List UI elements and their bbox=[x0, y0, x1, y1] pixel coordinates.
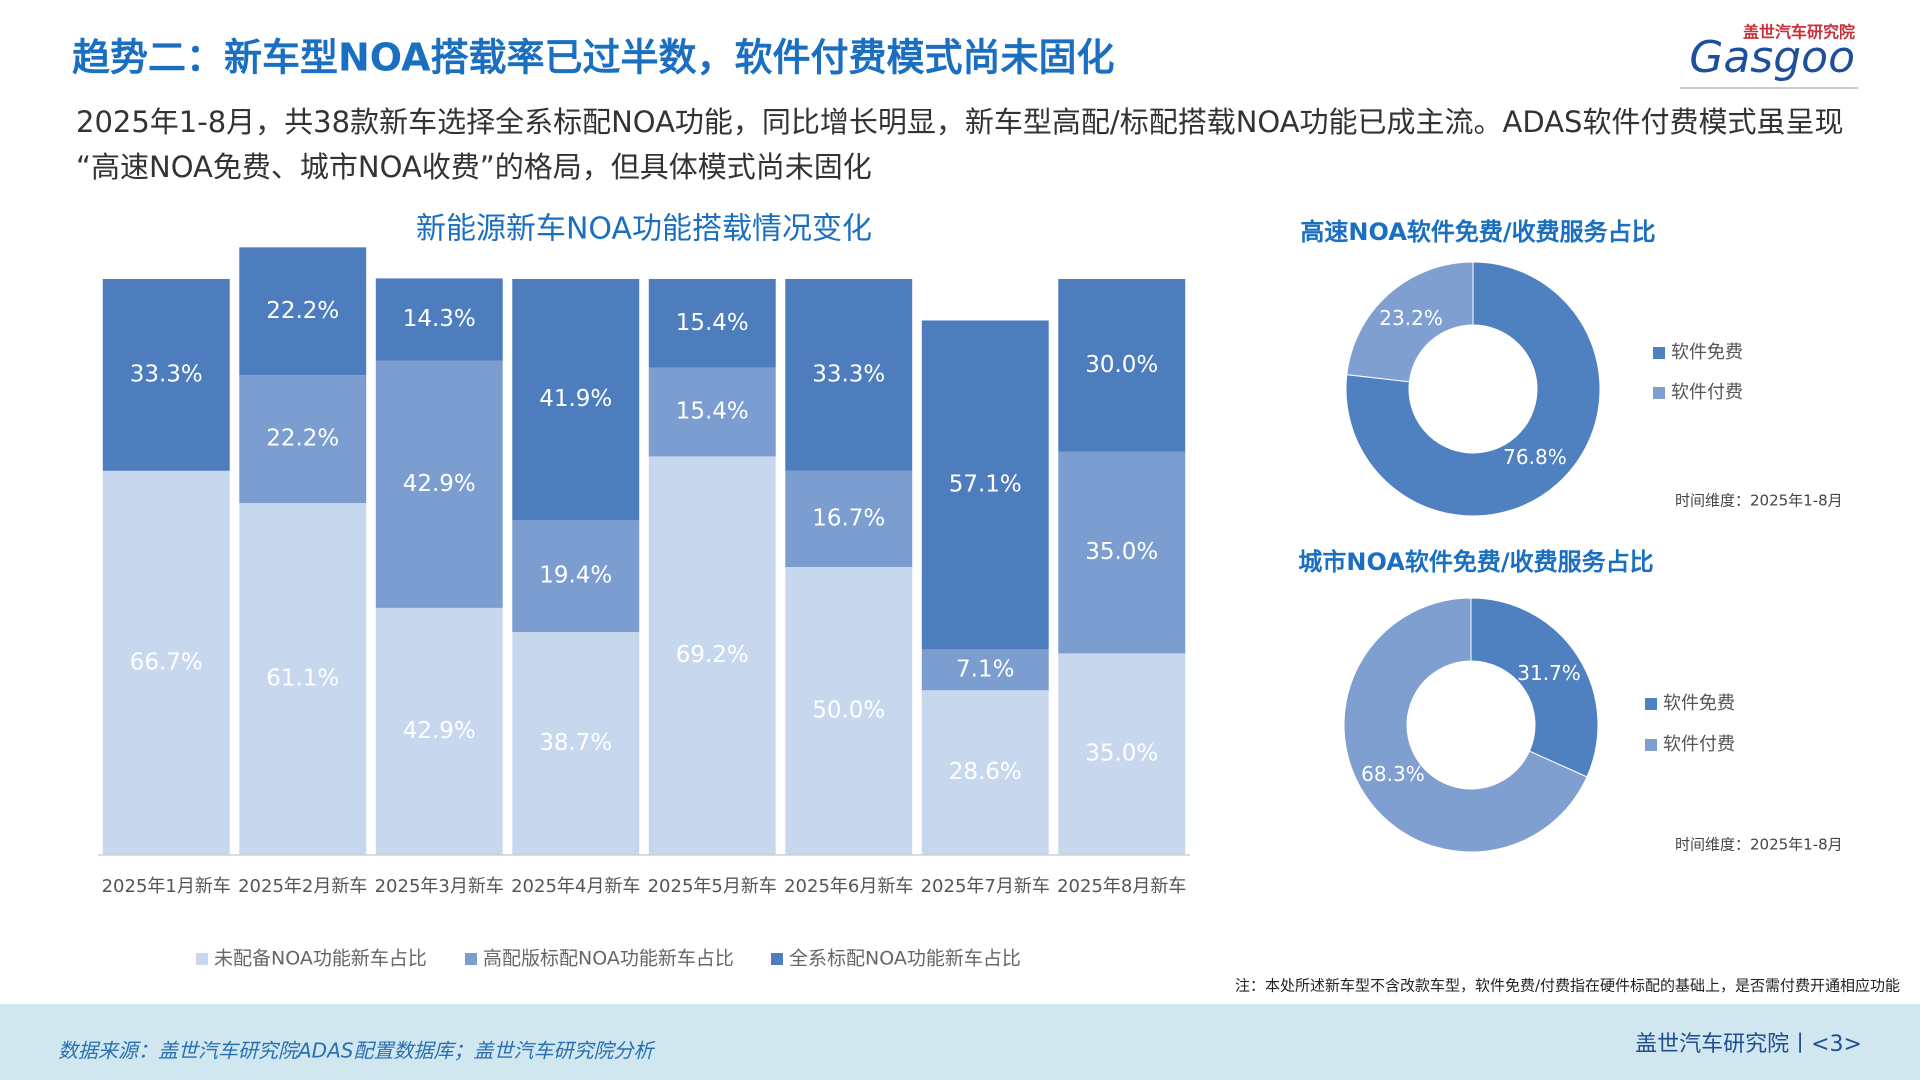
legend-swatch bbox=[1645, 698, 1657, 710]
data-label: 7.1% bbox=[956, 656, 1014, 682]
bar-segment bbox=[512, 632, 640, 855]
bar-segment bbox=[1058, 451, 1186, 654]
legend-swatch bbox=[1653, 387, 1665, 399]
donut-slice bbox=[1345, 261, 1601, 517]
donut-slice bbox=[1470, 597, 1599, 778]
chart-title: 高速NOA软件免费/收费服务占比 bbox=[1300, 218, 1655, 246]
donut-slice bbox=[1346, 261, 1474, 383]
chart-title: 新能源新车NOA功能搭载情况变化 bbox=[416, 212, 872, 247]
data-label: 15.4% bbox=[676, 399, 749, 425]
bar-segment bbox=[785, 279, 913, 471]
source: 数据来源：盖世汽车研究院ADAS配置数据库；盖世汽车研究院分析 bbox=[58, 1039, 655, 1063]
footer-band bbox=[0, 1004, 1920, 1080]
data-label: 19.4% bbox=[539, 563, 612, 589]
bar-segment bbox=[239, 375, 367, 504]
bar-segment bbox=[921, 320, 1049, 650]
note: 注：本处所述新车型不含改款车型，软件免费/付费指在硬件标配的基础上，是否需付费开… bbox=[1235, 977, 1900, 995]
data-label: 22.2% bbox=[266, 426, 339, 452]
data-label: 35.0% bbox=[1085, 741, 1158, 767]
data-label: 28.6% bbox=[949, 759, 1022, 785]
slide-title: 趋势二：新车型NOA搭载率已过半数，软件付费模式尚未固化 bbox=[72, 36, 1115, 80]
legend-label: 软件免费 bbox=[1671, 342, 1743, 363]
data-label: 42.9% bbox=[403, 471, 476, 497]
x-tick-label: 2025年2月新车 bbox=[238, 876, 367, 897]
data-label: 22.2% bbox=[266, 298, 339, 324]
bar-segment bbox=[239, 503, 367, 855]
time-note: 时间维度：2025年1-8月 bbox=[1675, 836, 1843, 854]
data-label: 35.0% bbox=[1085, 539, 1158, 565]
data-label: 76.8% bbox=[1503, 445, 1567, 469]
bar-segment bbox=[375, 607, 503, 855]
bar-segment bbox=[512, 279, 640, 521]
data-label: 30.0% bbox=[1085, 352, 1158, 378]
x-tick-label: 2025年5月新车 bbox=[648, 876, 777, 897]
bar-segment bbox=[921, 690, 1049, 855]
legend-swatch bbox=[196, 953, 208, 965]
legend-label: 高配版标配NOA功能新车占比 bbox=[483, 948, 734, 970]
time-note: 时间维度：2025年1-8月 bbox=[1675, 492, 1843, 510]
bar-segment bbox=[921, 649, 1049, 691]
logo-cn: 盖世汽车研究院 bbox=[1743, 23, 1855, 42]
data-label: 42.9% bbox=[403, 718, 476, 744]
bar-segment bbox=[785, 567, 913, 855]
summary: 2025年1-8月，共38款新车选择全系标配NOA功能，同比增长明显，新车型高配… bbox=[76, 105, 1844, 184]
bar-segment bbox=[1058, 279, 1186, 452]
data-label: 50.0% bbox=[812, 698, 885, 724]
data-label: 15.4% bbox=[676, 310, 749, 336]
data-label: 41.9% bbox=[539, 386, 612, 412]
data-label: 57.1% bbox=[949, 471, 1022, 497]
data-label: 16.7% bbox=[812, 505, 885, 531]
bar-segment bbox=[1058, 653, 1186, 855]
data-label: 33.3% bbox=[812, 361, 885, 387]
logo-en: Gasgoo bbox=[1689, 32, 1855, 83]
bar-segment bbox=[512, 520, 640, 633]
bar-segment bbox=[648, 279, 776, 368]
x-tick-label: 2025年3月新车 bbox=[375, 876, 504, 897]
chart-title: 城市NOA软件免费/收费服务占比 bbox=[1298, 548, 1653, 576]
data-label: 23.2% bbox=[1379, 306, 1443, 330]
donut-slice bbox=[1343, 597, 1588, 853]
data-label: 66.7% bbox=[130, 649, 203, 675]
bar-segment bbox=[375, 278, 503, 361]
bar-segment bbox=[648, 456, 776, 855]
data-label: 38.7% bbox=[539, 730, 612, 756]
legend-label: 未配备NOA功能新车占比 bbox=[214, 948, 427, 970]
legend-swatch bbox=[771, 953, 783, 965]
legend-label: 软件免费 bbox=[1663, 693, 1735, 714]
legend-label: 软件付费 bbox=[1671, 382, 1743, 403]
x-tick-label: 2025年1月新车 bbox=[102, 876, 231, 897]
legend-label: 软件付费 bbox=[1663, 734, 1735, 755]
legend-label: 全系标配NOA功能新车占比 bbox=[789, 948, 1021, 970]
data-label: 33.3% bbox=[130, 361, 203, 387]
x-tick-label: 2025年8月新车 bbox=[1057, 876, 1186, 897]
x-tick-label: 2025年7月新车 bbox=[921, 876, 1050, 897]
data-label: 14.3% bbox=[403, 306, 476, 332]
data-label: 68.3% bbox=[1361, 762, 1425, 786]
bar-segment bbox=[375, 360, 503, 608]
x-tick-label: 2025年6月新车 bbox=[784, 876, 913, 897]
bar-segment bbox=[648, 367, 776, 457]
page-label: 盖世汽车研究院丨<3> bbox=[1635, 1032, 1862, 1057]
legend-swatch bbox=[465, 953, 477, 965]
bar-segment bbox=[785, 470, 913, 567]
data-label: 61.1% bbox=[266, 666, 339, 692]
data-label: 31.7% bbox=[1517, 661, 1581, 685]
bar-segment bbox=[239, 247, 367, 376]
x-tick-label: 2025年4月新车 bbox=[511, 876, 640, 897]
bar-segment bbox=[102, 470, 230, 855]
bar-segment bbox=[102, 279, 230, 471]
data-label: 69.2% bbox=[676, 642, 749, 668]
legend-swatch bbox=[1645, 739, 1657, 751]
legend-swatch bbox=[1653, 347, 1665, 359]
